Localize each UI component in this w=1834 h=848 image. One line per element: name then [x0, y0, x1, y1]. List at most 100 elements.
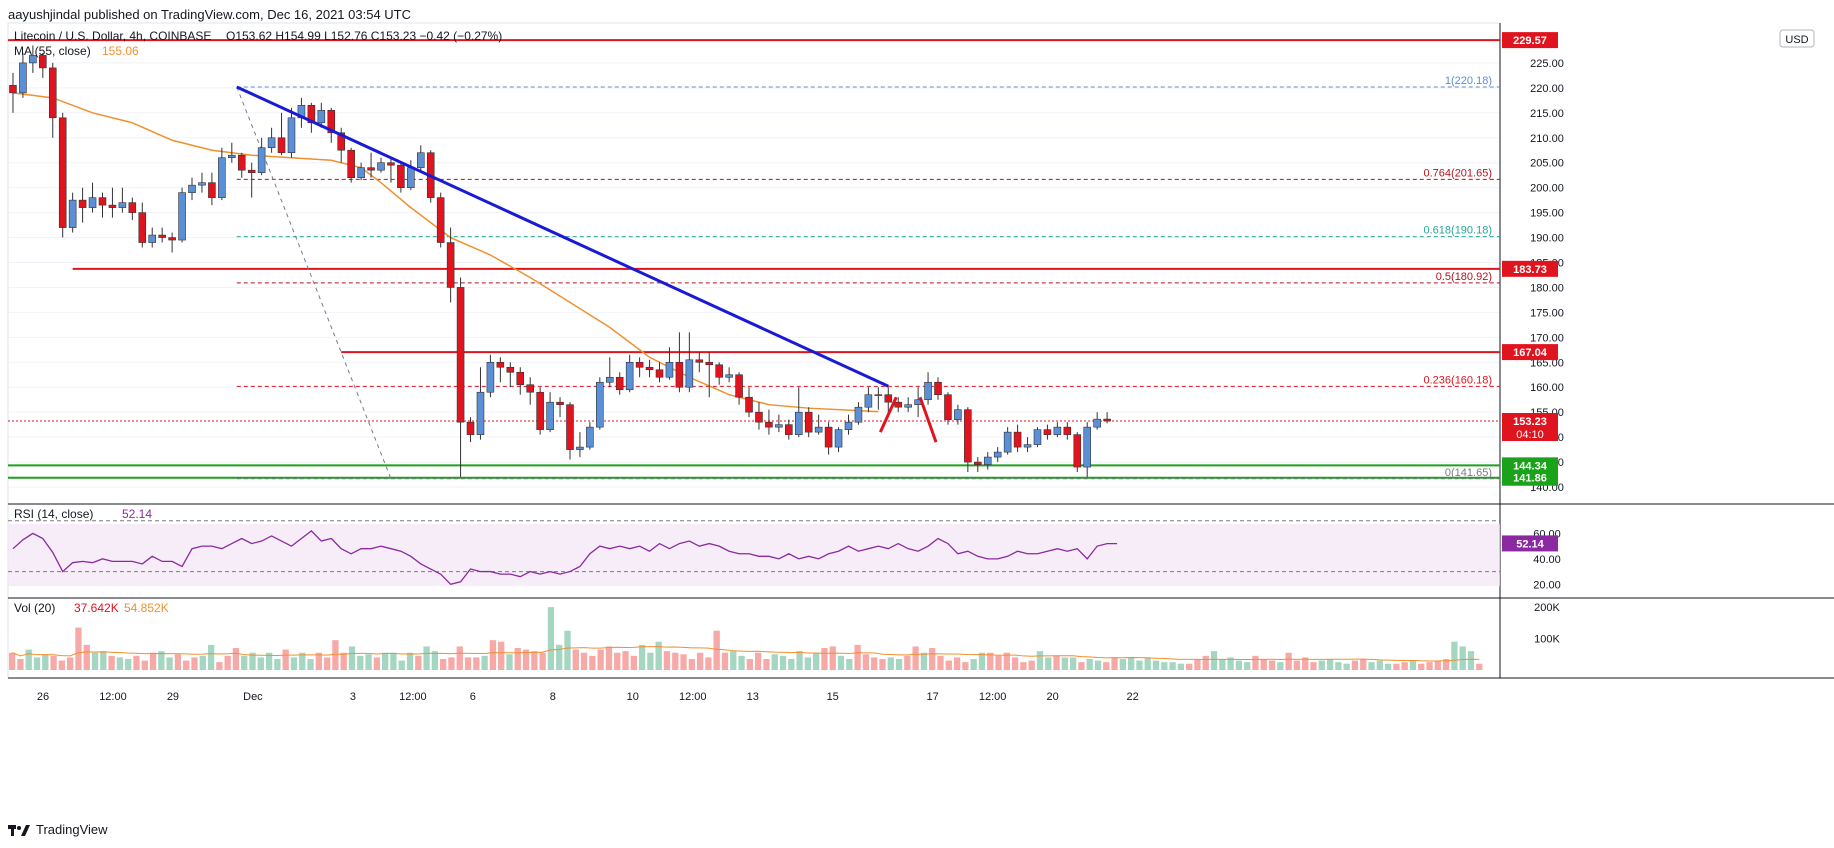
- candle-body: [884, 394, 893, 403]
- volume-bar: [315, 652, 322, 670]
- price-tick-label: 175.00: [1530, 307, 1564, 319]
- ma55-line: [12, 92, 879, 413]
- rsi-value-badge: [1502, 535, 1558, 552]
- volume-bar: [67, 657, 74, 670]
- candle-body: [397, 164, 405, 188]
- volume-bar: [365, 654, 372, 670]
- volume-bar: [937, 655, 944, 670]
- candle-body: [496, 361, 505, 368]
- candle-body: [506, 366, 515, 373]
- price-tick-label: 160.00: [1530, 382, 1564, 394]
- candle-body: [148, 234, 157, 243]
- candle-body: [615, 376, 624, 391]
- volume-bar: [125, 659, 132, 670]
- fib-diagonal: [236, 86, 392, 479]
- candle-body: [178, 192, 186, 241]
- volume-bar: [514, 648, 521, 670]
- footer[interactable]: TradingView: [8, 822, 108, 837]
- volume-bar: [299, 652, 306, 670]
- volume-bar: [1227, 657, 1234, 670]
- volume-bar: [1194, 659, 1201, 670]
- volume-bar: [456, 646, 463, 670]
- volume-bar: [1351, 660, 1359, 670]
- ma-label: MA (55, close): [14, 44, 91, 58]
- volume-bar: [788, 659, 795, 670]
- volume-bar: [1210, 651, 1218, 670]
- candle-body: [88, 197, 97, 208]
- candle-body: [516, 371, 525, 386]
- volume-bar: [738, 655, 745, 670]
- candle-body: [635, 361, 644, 368]
- volume-bar: [216, 662, 223, 670]
- volume-bar: [672, 652, 679, 670]
- volume-bar: [232, 648, 240, 670]
- volume-bar: [970, 659, 977, 670]
- publisher-line: aayushjindal published on TradingView.co…: [8, 7, 412, 22]
- candle-body: [944, 394, 952, 420]
- volume-bar: [149, 652, 157, 670]
- candle-body: [417, 152, 425, 168]
- candle-body: [118, 202, 127, 208]
- candle-body: [158, 234, 166, 238]
- volume-bar: [1277, 662, 1284, 670]
- candle-body: [546, 401, 554, 430]
- rsi-tick-label: 20.00: [1533, 579, 1561, 591]
- volume-bar: [1360, 659, 1367, 670]
- volume-bar: [829, 646, 836, 670]
- candle-body: [536, 391, 544, 430]
- candle-body: [993, 451, 1002, 458]
- volume-bar: [1434, 660, 1441, 670]
- volume-bar: [1260, 659, 1267, 670]
- candle-body: [1033, 429, 1042, 445]
- volume-bar: [390, 652, 397, 670]
- volume-bar: [1152, 660, 1160, 670]
- volume-bar: [1161, 662, 1168, 670]
- time-tick-label: 26: [37, 691, 49, 703]
- candle-body: [1023, 444, 1032, 448]
- candle-body: [596, 381, 604, 428]
- volume-ma-line: [11, 646, 1480, 662]
- candle-body: [1003, 431, 1012, 453]
- price-tick-label: 210.00: [1530, 133, 1564, 145]
- time-tick-label: 29: [167, 691, 179, 703]
- volume-bar: [638, 644, 646, 670]
- candle-body: [317, 110, 326, 124]
- volume-bar: [1094, 660, 1102, 670]
- time-tick-label: 22: [1126, 691, 1138, 703]
- volume-bar: [75, 627, 82, 670]
- volume-bar: [987, 652, 994, 670]
- volume-bar: [547, 607, 555, 670]
- candle-body: [39, 55, 47, 69]
- chart-grid: [8, 62, 1500, 488]
- candle-body: [377, 162, 385, 171]
- volume-bar: [1086, 659, 1093, 670]
- candle-body: [725, 374, 733, 378]
- volume-bar: [1144, 657, 1151, 670]
- candle-body: [556, 401, 564, 405]
- price-tick-label: 205.00: [1530, 158, 1564, 170]
- volume-tick-label: 200K: [1534, 602, 1560, 614]
- time-tick-label: 12:00: [979, 691, 1007, 703]
- fib-label: 0.764(201.65): [1424, 167, 1493, 179]
- candle-body: [1063, 426, 1072, 435]
- candle-body: [337, 132, 345, 151]
- candle-body: [58, 117, 67, 228]
- ma55-path: [12, 92, 879, 413]
- candle-body: [407, 167, 415, 188]
- candle-body: [974, 461, 982, 465]
- up-arrow-stroke: [878, 396, 898, 433]
- candle-body: [655, 369, 664, 378]
- trendline-layer: [236, 85, 889, 388]
- volume-bar: [1285, 652, 1292, 670]
- volume-bar: [895, 659, 903, 670]
- volume-bar: [912, 646, 919, 670]
- volume-bar: [1136, 660, 1143, 670]
- volume-bar: [1177, 663, 1185, 670]
- candle-body: [745, 396, 753, 413]
- level-badge-label: 167.04: [1513, 347, 1548, 359]
- volume-bar: [1028, 660, 1035, 670]
- time-tick-label: 10: [627, 691, 639, 703]
- candle-body: [954, 409, 962, 420]
- volume-bar: [340, 652, 347, 670]
